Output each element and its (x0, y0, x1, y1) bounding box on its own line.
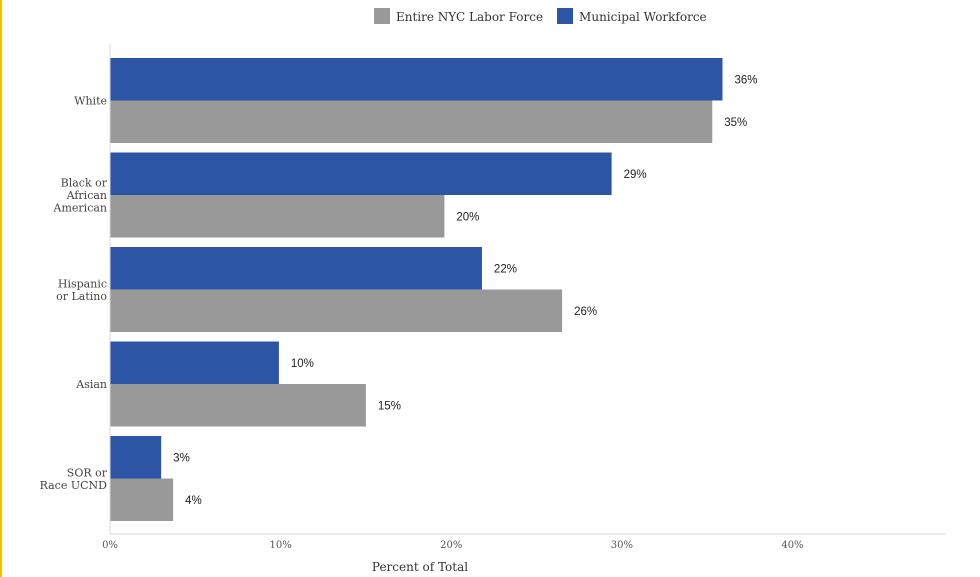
x-tick-label-2: 20% (440, 540, 462, 551)
legend-swatch-entire-nyc-labor-force (374, 8, 390, 24)
value-label-municipal-4: 3% (173, 452, 190, 464)
bar-labor-force-3 (110, 384, 366, 427)
value-label-labor-force-0: 35% (724, 117, 747, 129)
bar-municipal-0 (110, 58, 723, 101)
legend-swatch-municipal-workforce (557, 8, 574, 24)
bar-municipal-2 (110, 247, 482, 290)
value-labels: 36% 35% 29% 20% 22% 26% 10% 15% 3% 4% (173, 74, 757, 507)
bar-labor-force-1 (110, 195, 445, 238)
category-label-1: Black or African American (53, 177, 108, 215)
legend-label-entire-nyc-labor-force: Entire NYC Labor Force (396, 10, 543, 24)
bar-labor-force-0 (110, 100, 713, 143)
x-tick-label-3: 30% (611, 540, 633, 551)
legend: Entire NYC Labor Force Municipal Workforc… (374, 8, 707, 24)
category-label-0: White (74, 95, 107, 108)
bar-municipal-4 (110, 436, 162, 479)
value-label-municipal-0: 36% (734, 74, 757, 86)
x-tick-label-4: 40% (781, 540, 803, 551)
bar-labor-force-4 (110, 478, 174, 521)
category-label-3: Asian (75, 378, 107, 391)
value-label-labor-force-1: 20% (456, 211, 479, 223)
x-tick-label-1: 10% (269, 540, 291, 551)
bar-municipal-1 (110, 152, 612, 195)
value-label-labor-force-3: 15% (378, 400, 401, 412)
x-tick-label-0: 0% (102, 540, 118, 551)
category-labels: White Black or African American Hispanic or L… (40, 95, 108, 492)
value-label-municipal-3: 10% (291, 358, 314, 370)
axes: 0% 10% 20% 30% 40% (102, 44, 946, 551)
category-label-2: Hispanic or Latino (56, 277, 107, 303)
bar-labor-force-2 (110, 289, 563, 332)
x-axis-title: Percent of Total (372, 560, 468, 574)
category-label-4: SOR or Race UCND (40, 466, 108, 492)
value-label-labor-force-4: 4% (185, 495, 202, 507)
value-label-municipal-2: 22% (494, 263, 517, 275)
value-label-labor-force-2: 26% (574, 306, 597, 318)
bars (110, 58, 723, 521)
bar-municipal-3 (110, 341, 279, 384)
value-label-municipal-1: 29% (624, 169, 647, 181)
legend-label-municipal-workforce: Municipal Workforce (579, 10, 707, 24)
